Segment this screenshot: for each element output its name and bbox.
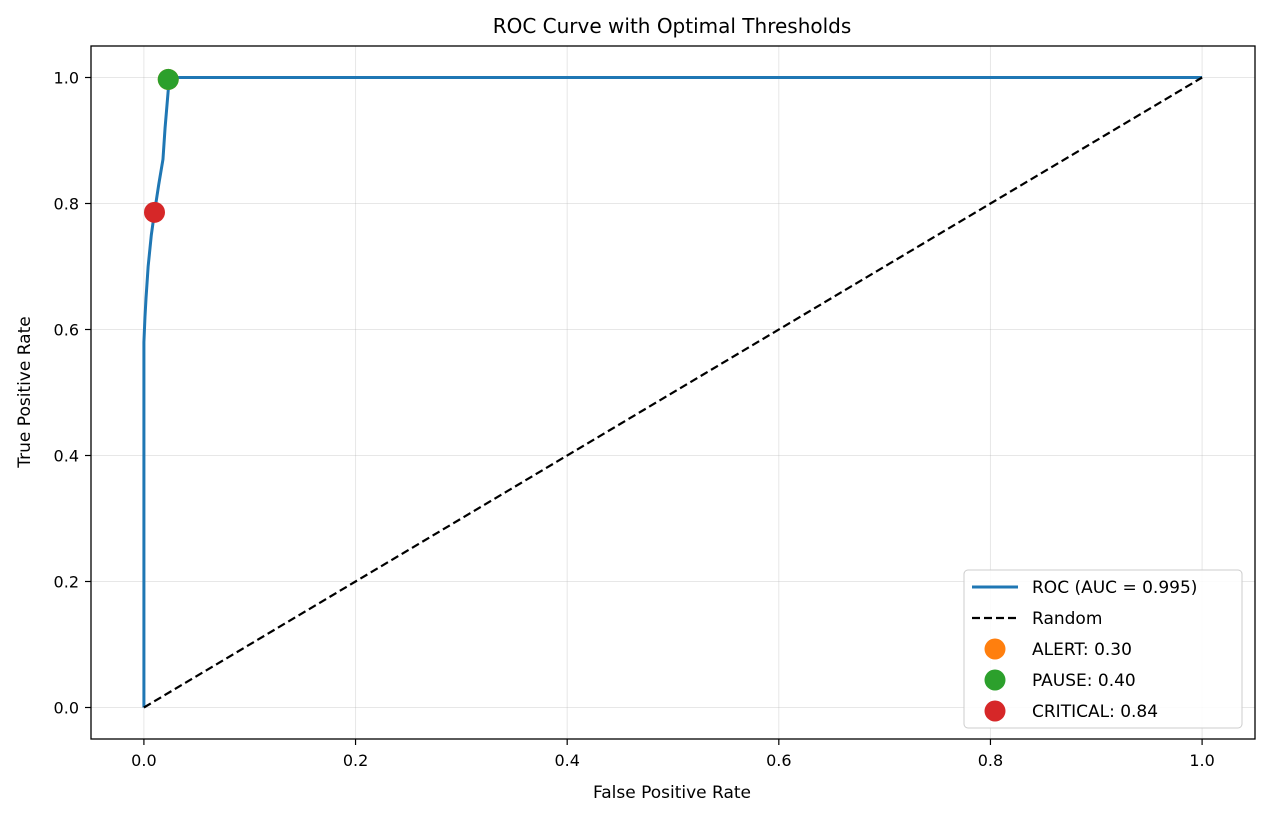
- legend-marker: [984, 700, 1006, 722]
- legend-box: [963, 569, 1243, 729]
- critical-threshold-marker: [143, 201, 165, 223]
- y-tick-label: 1.0: [54, 69, 79, 88]
- legend-label: Random: [1032, 609, 1102, 629]
- x-tick-label: 0.2: [343, 751, 368, 770]
- x-axis-label: False Positive Rate: [593, 783, 751, 803]
- x-tick-label: 0.6: [766, 751, 791, 770]
- x-tick-label: 0.0: [131, 751, 156, 770]
- legend-label: CRITICAL: 0.84: [1032, 702, 1158, 722]
- y-tick-label: 0.4: [54, 447, 79, 466]
- y-axis-label: True Positive Rate: [15, 316, 35, 468]
- chart-title: ROC Curve with Optimal Thresholds: [493, 14, 852, 38]
- random-baseline-line: [143, 76, 1203, 709]
- legend-label: PAUSE: 0.40: [1032, 671, 1136, 691]
- marker-layer: [143, 68, 179, 223]
- legend: ROC (AUC = 0.995) Random ALERT: 0.30 PAUSE:…: [963, 569, 1243, 729]
- x-axis-ticks: 0.0 0.2 0.4 0.6 0.8 1.0: [131, 739, 1215, 770]
- legend-label: ALERT: 0.30: [1032, 640, 1132, 660]
- y-tick-label: 0.2: [54, 573, 79, 592]
- y-tick-label: 0.0: [54, 699, 79, 718]
- legend-label: ROC (AUC = 0.995): [1032, 578, 1197, 598]
- roc-curve-line: [142, 76, 1203, 708]
- x-tick-label: 1.0: [1189, 751, 1214, 770]
- series-layer: [142, 76, 1203, 709]
- pause-threshold-marker: [157, 68, 179, 90]
- y-tick-label: 0.8: [54, 195, 79, 214]
- legend-marker: [984, 669, 1006, 691]
- y-tick-label: 0.6: [54, 321, 79, 340]
- x-tick-label: 0.8: [978, 751, 1003, 770]
- x-tick-label: 0.4: [554, 751, 579, 770]
- plot-frame: [90, 45, 1256, 740]
- y-axis-ticks: 0.0 0.2 0.4 0.6 0.8 1.0: [54, 69, 91, 718]
- legend-marker: [984, 638, 1006, 660]
